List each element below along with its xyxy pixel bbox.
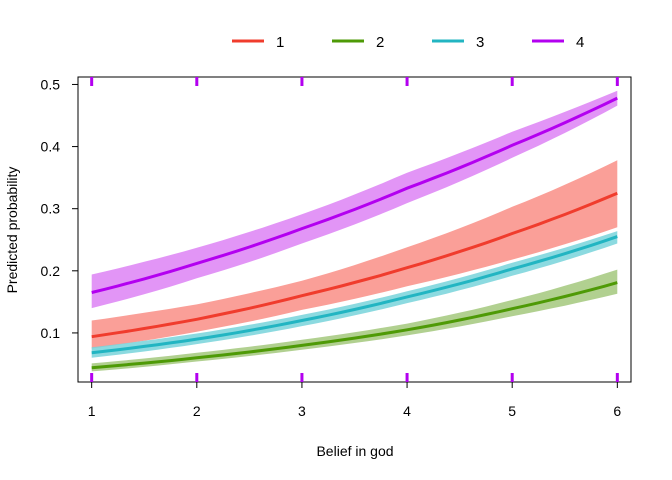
y-tick-label: 0.1	[41, 325, 61, 341]
series-line-4	[91, 96, 618, 294]
y-axis-label: Predicted probability	[4, 167, 20, 294]
x-axis-label: Belief in god	[316, 443, 393, 459]
plot-frame	[77, 76, 632, 383]
x-rug-ticks	[90, 77, 619, 382]
confidence-band-1	[91, 160, 618, 349]
legend-label-3: 3	[476, 34, 484, 51]
y-tick-label: 0.5	[41, 76, 61, 92]
series-line-3	[91, 235, 618, 355]
x-tick-label: 1	[88, 403, 96, 419]
x-axis: 1 2 3 4 5 6	[88, 382, 621, 419]
series-line-2	[91, 281, 618, 370]
legend-label-1: 1	[276, 34, 284, 51]
x-tick-label: 2	[193, 403, 201, 419]
x-tick-label: 4	[403, 403, 411, 419]
y-tick-label: 0.4	[41, 139, 61, 155]
x-tick-label: 6	[613, 403, 621, 419]
y-tick-label: 0.2	[41, 263, 61, 279]
legend-label-4: 4	[576, 34, 584, 51]
x-tick-label: 3	[298, 403, 306, 419]
confidence-band-4	[91, 90, 618, 309]
x-tick-label: 5	[508, 403, 516, 419]
series-line-1	[91, 191, 618, 339]
y-tick-label: 0.3	[41, 201, 61, 217]
confidence-band-2	[91, 269, 618, 372]
legend-label-2: 2	[376, 34, 384, 51]
series-lines	[91, 96, 618, 370]
y-axis: 0.1 0.2 0.3 0.4 0.5	[41, 76, 78, 341]
legend: 1 2 3 4	[232, 34, 584, 51]
